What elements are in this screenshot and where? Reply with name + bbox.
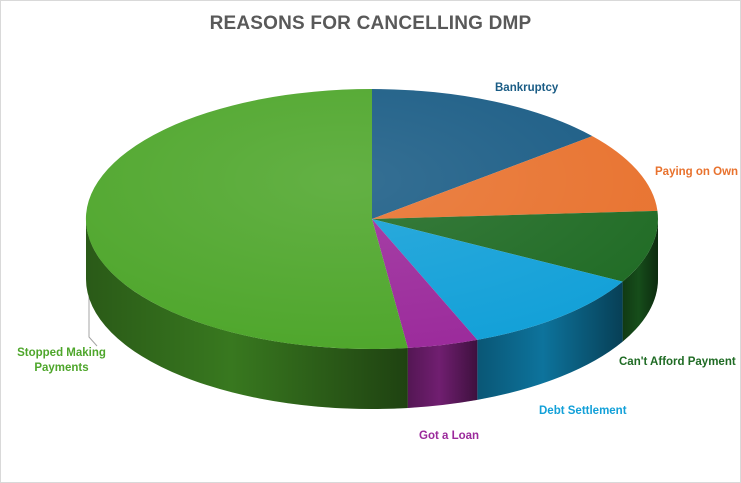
data-label-got-a-loan: Got a Loan (419, 430, 480, 442)
data-label-paying-on-own: Paying on Own (655, 166, 739, 178)
pie-side-shading (477, 281, 623, 400)
pie-side-shading (622, 219, 658, 342)
pie-top-highlight (86, 89, 658, 349)
data-label-bankruptcy: Bankruptcy (495, 82, 559, 94)
data-label-stopped-making-payments: Stopped Making Payments (17, 347, 106, 374)
pie-side-shading (86, 219, 408, 409)
pie-side-shading (407, 339, 478, 408)
data-label-can-t-afford-payment: Can't Afford Payment (619, 356, 736, 368)
chart-title: REASONS FOR CANCELLING DMP (209, 13, 532, 34)
data-label-debt-settlement: Debt Settlement (539, 405, 627, 417)
